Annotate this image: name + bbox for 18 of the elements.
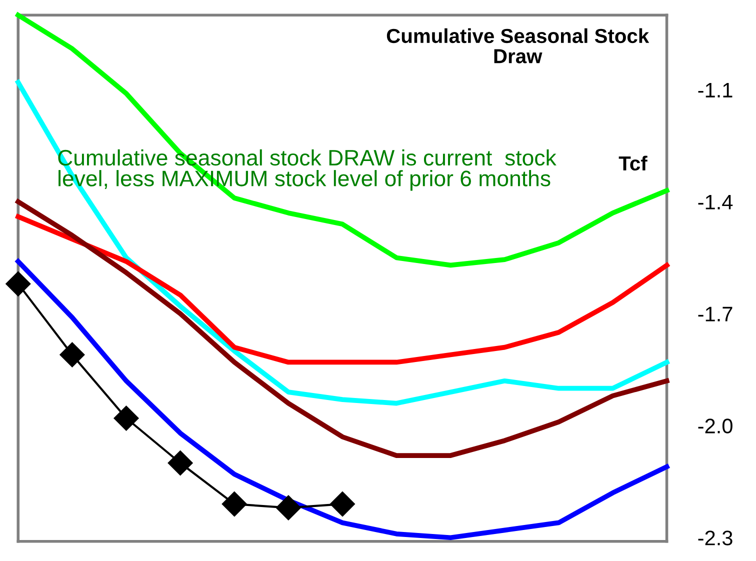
y-tick-label: -1.7 xyxy=(698,306,732,322)
line-series xyxy=(16,259,670,540)
y-axis-title: Tcf xyxy=(618,156,648,171)
y-tick-label: -2.0 xyxy=(698,418,732,434)
point xyxy=(330,492,355,517)
point xyxy=(222,492,247,517)
point xyxy=(114,406,139,431)
y-tick-label: -1.1 xyxy=(698,83,732,98)
y-tick-label: -2.3 xyxy=(698,530,732,546)
point xyxy=(6,271,31,296)
y-tick-label: -1.4 xyxy=(698,194,733,210)
text: Cumulative Seasonal Stock Draw xyxy=(386,28,650,64)
line-series xyxy=(16,199,670,458)
point xyxy=(60,342,85,368)
point xyxy=(276,495,301,520)
line-series xyxy=(16,214,670,365)
line-series xyxy=(16,80,670,406)
point xyxy=(168,450,193,476)
